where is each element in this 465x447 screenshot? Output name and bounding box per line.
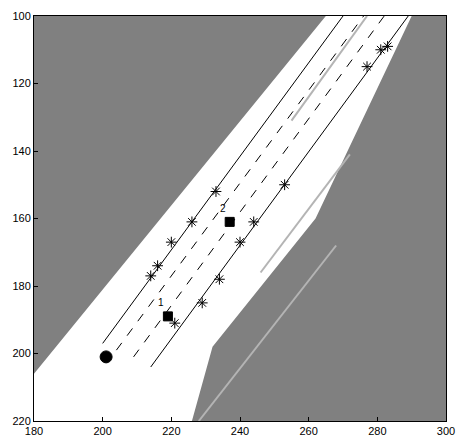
svg-text:2: 2 <box>220 203 226 214</box>
svg-text:160: 160 <box>12 212 30 224</box>
svg-text:280: 280 <box>368 425 386 437</box>
svg-text:140: 140 <box>12 145 30 157</box>
svg-text:200: 200 <box>93 425 111 437</box>
svg-text:200: 200 <box>12 347 30 359</box>
svg-text:300: 300 <box>437 425 455 437</box>
svg-text:1: 1 <box>158 297 164 308</box>
svg-text:100: 100 <box>12 10 30 22</box>
svg-text:260: 260 <box>299 425 317 437</box>
svg-text:180: 180 <box>25 425 43 437</box>
svg-text:180: 180 <box>12 280 30 292</box>
svg-text:220: 220 <box>12 415 30 427</box>
svg-text:220: 220 <box>162 425 180 437</box>
svg-text:240: 240 <box>231 425 249 437</box>
svg-text:120: 120 <box>12 77 30 89</box>
